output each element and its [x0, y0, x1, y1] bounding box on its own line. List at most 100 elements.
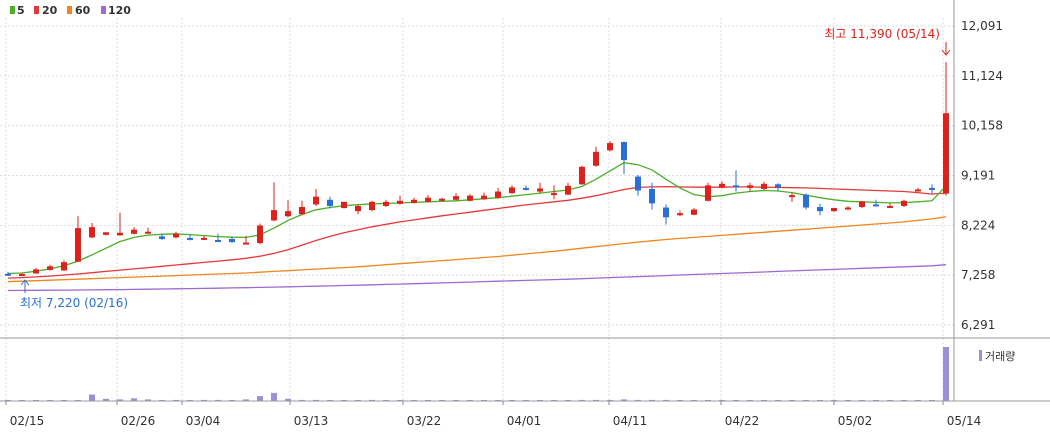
candle-body: [33, 269, 39, 274]
candle-body: [523, 187, 529, 190]
candle-body: [901, 200, 907, 206]
high-arrowhead-icon: [941, 49, 951, 56]
candle-body: [173, 233, 179, 238]
legend-swatch-120: [101, 6, 106, 14]
candle-body: [313, 196, 319, 205]
x-tick-label: 03/13: [294, 414, 329, 428]
candle-body: [481, 195, 487, 200]
candle-body: [593, 151, 599, 166]
candle-body: [187, 237, 193, 240]
candle-body: [859, 201, 865, 207]
volume-bar: [593, 399, 599, 401]
volume-legend: 거래량: [979, 350, 1015, 363]
candle-body: [145, 231, 151, 234]
high-price-label: 최고 11,390 (05/14): [824, 27, 940, 41]
volume-bar: [635, 399, 641, 401]
legend-label-20: 20: [42, 4, 58, 17]
candle-body: [677, 213, 683, 216]
y-tick-label: 12,091: [961, 19, 1003, 33]
annotation-high: 최고 11,390 (05/14): [824, 27, 951, 56]
legend-label-120: 120: [108, 4, 131, 17]
legend: 5 20 60 120: [10, 4, 131, 17]
y-tick-label: 10,158: [961, 119, 1003, 133]
x-tick-label: 02/15: [10, 414, 45, 428]
candle-body: [61, 262, 67, 271]
x-tick-label: 04/01: [507, 414, 542, 428]
volume-bar: [579, 399, 585, 401]
volume-bar: [649, 399, 655, 401]
x-tick-label: 03/04: [186, 414, 221, 428]
volume-bar: [257, 396, 263, 401]
volume-bar: [271, 392, 277, 401]
legend-swatch-5: [10, 6, 15, 14]
candle-body: [103, 232, 109, 235]
candle-body: [425, 197, 431, 202]
candle-body: [649, 188, 655, 204]
candle-body: [635, 176, 641, 191]
volume-bar: [117, 399, 123, 401]
candle-body: [271, 210, 277, 221]
x-tick-label: 05/02: [838, 414, 873, 428]
candle-body: [229, 238, 235, 243]
candle-body: [887, 205, 893, 208]
ma-line-120: [7, 264, 947, 292]
candle-body: [775, 184, 781, 188]
candle-body: [47, 266, 53, 270]
volume-bar: [103, 398, 109, 401]
y-tick-label: 6,291: [961, 318, 995, 332]
volume-legend-swatch: [979, 350, 982, 361]
candle-body: [495, 191, 501, 198]
candle-body: [75, 228, 81, 262]
candle-body: [817, 206, 823, 212]
candle-body: [299, 206, 305, 215]
candle-body: [19, 274, 25, 277]
volume-legend-label: 거래량: [985, 350, 1015, 363]
candle-body: [607, 143, 613, 151]
candle-body: [915, 189, 921, 192]
candle-body: [621, 142, 627, 161]
candle-body: [5, 273, 11, 276]
candle-body: [257, 225, 263, 244]
candle-body: [663, 207, 669, 218]
volume-bar: [607, 399, 613, 401]
x-tick-label: 03/22: [407, 414, 442, 428]
legend-swatch-60: [67, 6, 72, 14]
volume-bar: [299, 399, 305, 401]
volume-bar: [215, 399, 221, 401]
legend-label-60: 60: [75, 4, 91, 17]
y-tick-label: 11,124: [961, 69, 1003, 83]
candle-body: [761, 183, 767, 189]
candle-body: [201, 237, 207, 240]
volume-bar: [173, 399, 179, 401]
candle-body: [89, 227, 95, 238]
volume-bar: [943, 347, 949, 401]
candle-body: [803, 194, 809, 208]
candle-body: [691, 209, 697, 215]
legend-swatch-20: [34, 6, 39, 14]
ma-line-20: [7, 185, 947, 279]
candlesticks: [5, 62, 949, 277]
volume-bar: [243, 399, 249, 401]
candle-body: [411, 199, 417, 203]
candle-body: [341, 201, 347, 209]
volume-bar: [663, 399, 669, 401]
candle-body: [355, 205, 361, 212]
low-price-label: 최저 7,220 (02/16): [20, 296, 128, 310]
candle-body: [705, 185, 711, 201]
legend-label-5: 5: [17, 4, 25, 17]
candle-body: [747, 185, 753, 188]
candle-body: [943, 113, 949, 194]
volume-bar: [369, 399, 375, 401]
volume-bar: [201, 399, 207, 401]
candle-body: [565, 185, 571, 195]
x-tick-label: 04/22: [725, 414, 760, 428]
candle-body: [453, 196, 459, 200]
candle-body: [845, 207, 851, 210]
candle-body: [383, 201, 389, 206]
volume-bar: [145, 399, 151, 401]
candle-body: [537, 188, 543, 192]
candle-body: [397, 200, 403, 204]
candle-body: [579, 166, 585, 185]
